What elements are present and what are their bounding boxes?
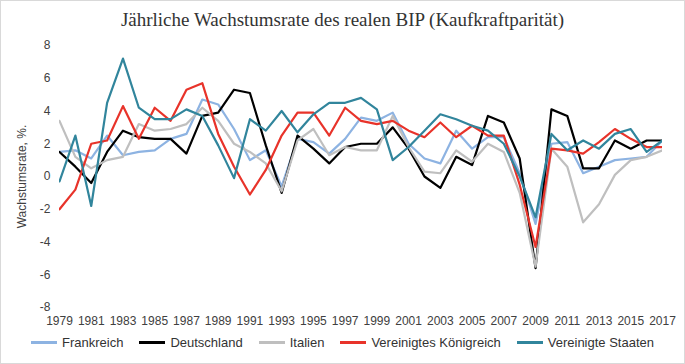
svg-text:2007: 2007: [490, 314, 517, 328]
svg-text:2001: 2001: [395, 314, 422, 328]
svg-text:2009: 2009: [522, 314, 549, 328]
svg-text:-4: -4: [40, 235, 51, 249]
svg-text:6: 6: [44, 71, 51, 85]
svg-text:2003: 2003: [427, 314, 454, 328]
svg-text:2: 2: [44, 137, 51, 151]
svg-text:8: 8: [44, 38, 51, 52]
svg-text:1979: 1979: [46, 314, 73, 328]
svg-text:-8: -8: [40, 300, 51, 314]
svg-text:-2: -2: [40, 202, 51, 216]
svg-text:1989: 1989: [205, 314, 232, 328]
html-text:Vereinigtes Königreich: Vereinigtes Königreich: [371, 335, 501, 350]
svg-text:2005: 2005: [459, 314, 486, 328]
svg-text:2015: 2015: [617, 314, 644, 328]
svg-text:4: 4: [44, 104, 51, 118]
svg-text:0: 0: [44, 169, 51, 183]
svg-text:1995: 1995: [300, 314, 327, 328]
html-text:Jährliche Wachstumsrate des re: Jährliche Wachstumsrate des realen BIP (…: [120, 9, 565, 30]
html-text:Vereinigte Staaten: Vereinigte Staaten: [547, 335, 654, 350]
svg-text:2017: 2017: [649, 314, 676, 328]
html-text:Italien: Italien: [289, 335, 325, 350]
svg-text:Wachstumsrate, %.: Wachstumsrate, %.: [15, 125, 29, 229]
svg-text:1999: 1999: [364, 314, 391, 328]
html-text:Deutschland: Deutschland: [170, 335, 243, 350]
svg-text:-6: -6: [40, 268, 51, 282]
svg-text:1983: 1983: [110, 314, 137, 328]
svg-text:1993: 1993: [268, 314, 295, 328]
svg-text:2013: 2013: [586, 314, 613, 328]
html-text:Frankreich: Frankreich: [62, 335, 124, 350]
svg-text:1987: 1987: [173, 314, 200, 328]
svg-text:1985: 1985: [141, 314, 168, 328]
svg-text:1991: 1991: [237, 314, 264, 328]
svg-text:1981: 1981: [78, 314, 105, 328]
svg-text:1997: 1997: [332, 314, 359, 328]
svg-text:2011: 2011: [554, 314, 580, 328]
